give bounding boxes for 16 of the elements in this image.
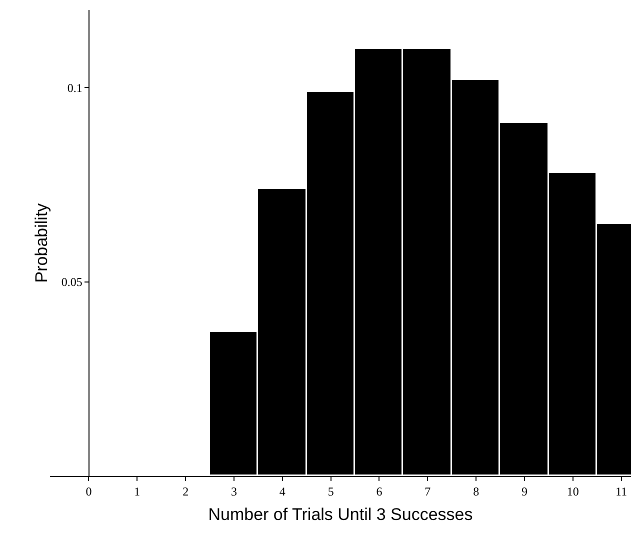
x-tick-label: 6 [376, 484, 382, 498]
y-axis-title: Probability [32, 202, 51, 283]
x-axis-title: Number of Trials Until 3 Successes [208, 504, 473, 524]
x-tick-label: 5 [328, 484, 334, 498]
y-tick-label: 0.1 [67, 80, 82, 95]
x-tick-label: 11 [616, 484, 628, 498]
x-tick-label: 2 [182, 484, 189, 498]
y-tick-label: 0.05 [61, 275, 82, 290]
x-tick-label: 9 [521, 484, 528, 498]
x-tick-label: 7 [424, 484, 431, 498]
x-tick-label: 1 [134, 484, 140, 498]
x-tick-label: 10 [566, 484, 579, 498]
x-tick-label: 4 [279, 484, 286, 498]
x-tick-label: 8 [473, 484, 480, 498]
x-tick-label: 0 [86, 484, 92, 498]
x-tick-label: 3 [230, 484, 237, 498]
